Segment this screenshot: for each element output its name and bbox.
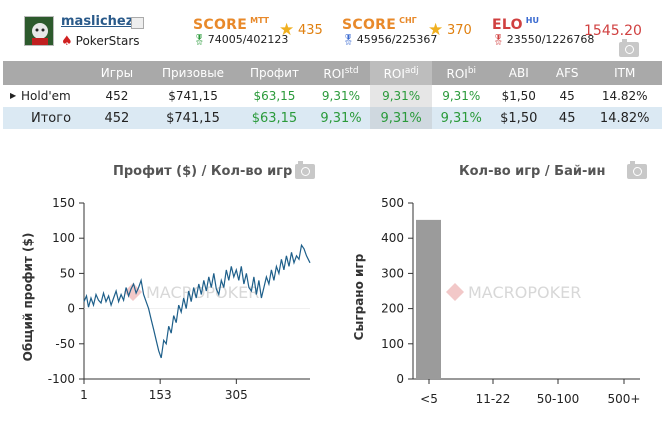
macropoker-watermark: MACROPOKER	[446, 283, 581, 302]
player-header: maslichez ♠ PokerStars SCORE МТТ 🎖 74005/40…	[0, 0, 665, 60]
y-axis-title: Сыграно игр	[352, 253, 366, 340]
col-games[interactable]: Игры	[84, 61, 149, 85]
score-sng: SCORE СНГ 🎖 45956/225367 ★ 370	[342, 15, 472, 46]
col-roi-adj[interactable]: ROIadj	[370, 61, 432, 85]
x-tick-label: 305	[225, 388, 248, 402]
y-tick-label: 100	[381, 337, 404, 351]
profit-chart-camera-icon[interactable]	[295, 161, 315, 179]
room-label: ♠ PokerStars	[61, 34, 140, 49]
y-tick-label: 100	[52, 231, 75, 245]
avatar[interactable]	[24, 16, 54, 46]
x-tick-label: 153	[149, 388, 172, 402]
col-itm[interactable]: ITM	[587, 61, 662, 85]
y-tick-label: 300	[381, 266, 404, 280]
col-prize[interactable]: Призовые	[148, 61, 238, 85]
x-tick-label: 50-100	[537, 392, 580, 406]
y-tick-label: -50	[55, 337, 75, 351]
col-afs[interactable]: AFS	[546, 61, 588, 85]
x-tick-label: 1	[80, 388, 88, 402]
stats-table: Игры Призовые Профит ROIstd ROIadj ROIbi…	[3, 61, 662, 129]
x-tick-label: <5	[420, 392, 438, 406]
y-tick-label: 0	[396, 372, 404, 386]
elo-value: 1545.20	[584, 23, 642, 39]
table-header-row: Игры Призовые Профит ROIstd ROIadj ROIbi…	[3, 61, 662, 85]
table-total-row: Итого 452 $741,15 $63,15 9,31% 9,31% 9,3…	[3, 107, 662, 129]
y-tick-label: 400	[381, 231, 404, 245]
username-link[interactable]: maslichez	[61, 14, 134, 29]
score-mtt: SCORE МТТ 🎖 74005/402123 ★ 435	[193, 15, 323, 46]
buyin-bar-chart: 500 400 300 200 100 0 <5 11-22 50-100 500+ Сыграно…	[352, 196, 640, 406]
medal-icon: 🎖	[342, 35, 355, 46]
y-tick-label: 500	[381, 196, 404, 210]
profit-series-line	[83, 243, 311, 359]
profit-chart-title: Профит ($) / Кол-во игр	[113, 164, 293, 179]
x-tick-label: 500+	[608, 392, 641, 406]
y-axis-title: Общий профит ($)	[21, 233, 35, 362]
x-tick-label: 11-22	[476, 392, 511, 406]
watermark-text: MACROPOKER	[468, 283, 581, 302]
medal-icon: 🎖	[492, 35, 505, 46]
table-row[interactable]: ▶ Hold'em 452 $741,15 $63,15 9,31% 9,31% …	[3, 85, 662, 107]
pokerstars-icon: ♠	[61, 34, 73, 49]
y-tick-label: 200	[381, 302, 404, 316]
y-tick-label: 0	[67, 302, 75, 316]
col-abi[interactable]: ABI	[490, 61, 547, 85]
expand-triangle-icon[interactable]: ▶	[10, 91, 17, 100]
buyin-chart-camera-icon[interactable]	[627, 161, 647, 179]
col-profit[interactable]: Профит	[237, 61, 312, 85]
score-elo: ELO HU 🎖 23550/1226768	[492, 15, 595, 46]
bar	[416, 219, 441, 379]
col-roi-bi[interactable]: ROIbi	[432, 61, 491, 85]
flag-icon	[131, 17, 144, 29]
y-tick-label: -100	[48, 372, 75, 386]
y-tick-label: 50	[60, 266, 75, 280]
buyin-chart-title: Кол-во игр / Бай-ин	[459, 164, 606, 179]
profit-line-chart: 150 100 50 0 -50 -100 1 153 305 Общий профит ($)	[21, 196, 311, 402]
star-icon: ★	[279, 20, 295, 40]
medal-icon: 🎖	[193, 35, 206, 46]
col-roi-std[interactable]: ROIstd	[311, 61, 371, 85]
screenshot-camera-icon[interactable]	[619, 39, 639, 57]
macropoker-logo-icon	[446, 283, 464, 301]
row-name[interactable]: ▶ Hold'em	[10, 89, 71, 103]
y-tick-label: 150	[52, 196, 75, 210]
star-icon: ★	[428, 20, 444, 40]
